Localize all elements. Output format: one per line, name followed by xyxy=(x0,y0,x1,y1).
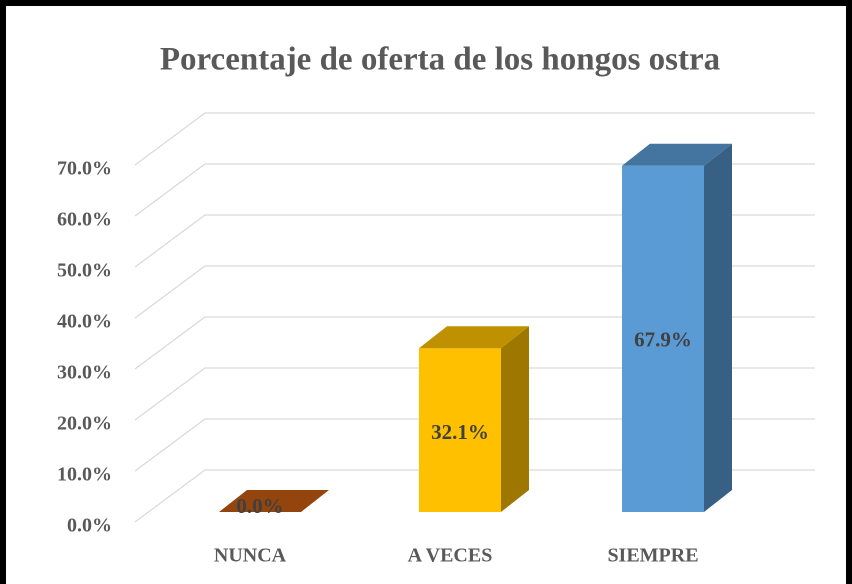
grid-line xyxy=(134,316,815,370)
data-label: 67.9% xyxy=(634,328,692,352)
data-label: 32.1% xyxy=(431,420,489,444)
bar-top xyxy=(622,143,732,166)
bar xyxy=(622,143,732,512)
y-tick-label: 0.0% xyxy=(67,515,112,537)
y-tick-label: 60.0% xyxy=(57,209,112,231)
y-tick-label: 50.0% xyxy=(57,260,112,282)
x-tick-label: NUNCA xyxy=(214,545,287,567)
bar-front xyxy=(419,348,501,512)
bar xyxy=(419,326,529,512)
grid-line xyxy=(134,367,815,421)
grid-line xyxy=(134,418,815,472)
bar-side xyxy=(501,326,529,512)
y-tick-label: 30.0% xyxy=(57,362,112,384)
grid-line xyxy=(134,265,815,319)
bar-top xyxy=(219,490,329,512)
grid-line xyxy=(134,214,815,268)
x-tick-label: SIEMPRE xyxy=(607,545,698,567)
x-tick-label: A VECES xyxy=(408,545,493,567)
bar-top xyxy=(419,326,529,349)
bar xyxy=(219,490,329,512)
chart-title: Porcentaje de oferta de los hongos ostra xyxy=(160,42,720,78)
y-tick-label: 10.0% xyxy=(57,464,112,486)
y-tick-label: 70.0% xyxy=(57,158,112,180)
bar-front xyxy=(622,165,704,512)
grid-line xyxy=(134,469,815,523)
y-tick-label: 20.0% xyxy=(57,413,112,435)
data-label: 0.0% xyxy=(236,494,283,518)
grid-line xyxy=(134,112,815,166)
y-tick-label: 40.0% xyxy=(57,311,112,333)
bar-side xyxy=(704,143,732,512)
grid-line xyxy=(134,163,815,217)
